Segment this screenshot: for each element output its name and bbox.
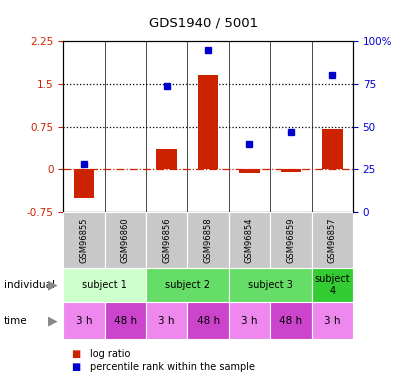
Text: GSM96860: GSM96860 xyxy=(121,217,130,263)
Bar xyxy=(187,212,229,268)
Bar xyxy=(73,169,94,198)
Bar xyxy=(63,212,104,268)
Bar xyxy=(187,302,229,339)
Text: GSM96857: GSM96857 xyxy=(328,217,337,263)
Text: subject
4: subject 4 xyxy=(315,274,350,296)
Text: 3 h: 3 h xyxy=(241,316,258,326)
Text: subject 3: subject 3 xyxy=(248,280,293,290)
Bar xyxy=(312,212,353,268)
Text: 48 h: 48 h xyxy=(279,316,302,326)
Bar xyxy=(198,75,218,169)
Bar xyxy=(229,212,270,268)
Text: 3 h: 3 h xyxy=(158,316,175,326)
Text: GSM96859: GSM96859 xyxy=(286,217,295,263)
Text: percentile rank within the sample: percentile rank within the sample xyxy=(90,362,255,372)
Bar xyxy=(146,268,229,302)
Bar xyxy=(146,302,187,339)
Text: GSM96858: GSM96858 xyxy=(204,217,213,263)
Bar xyxy=(270,302,312,339)
Text: ▶: ▶ xyxy=(48,314,58,327)
Text: ■: ■ xyxy=(71,350,81,359)
Text: ■: ■ xyxy=(71,362,81,372)
Bar xyxy=(229,268,312,302)
Text: GSM96856: GSM96856 xyxy=(162,217,171,263)
Bar xyxy=(239,169,260,173)
Text: GDS1940 / 5001: GDS1940 / 5001 xyxy=(149,17,259,30)
Bar xyxy=(156,149,177,169)
Text: 3 h: 3 h xyxy=(324,316,341,326)
Text: GSM96854: GSM96854 xyxy=(245,217,254,263)
Text: 48 h: 48 h xyxy=(197,316,220,326)
Bar xyxy=(312,268,353,302)
Text: ▶: ▶ xyxy=(48,279,58,291)
Bar xyxy=(63,268,146,302)
Bar xyxy=(63,302,104,339)
Bar xyxy=(270,212,312,268)
Text: GSM96855: GSM96855 xyxy=(80,217,89,263)
Text: 48 h: 48 h xyxy=(114,316,137,326)
Bar xyxy=(322,129,343,169)
Bar xyxy=(229,302,270,339)
Text: log ratio: log ratio xyxy=(90,350,130,359)
Text: 3 h: 3 h xyxy=(75,316,92,326)
Bar xyxy=(281,169,301,172)
Bar xyxy=(104,302,146,339)
Text: time: time xyxy=(4,316,28,326)
Text: subject 1: subject 1 xyxy=(82,280,127,290)
Text: subject 2: subject 2 xyxy=(165,280,210,290)
Bar xyxy=(312,302,353,339)
Text: individual: individual xyxy=(4,280,55,290)
Bar xyxy=(104,212,146,268)
Bar xyxy=(146,212,187,268)
